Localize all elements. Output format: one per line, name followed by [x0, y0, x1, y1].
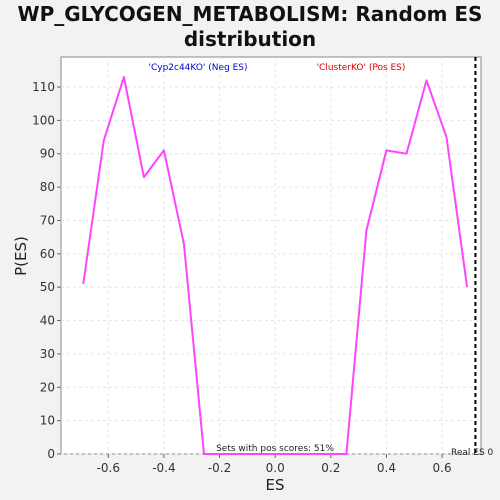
- chart-title: WP_GLYCOGEN_METABOLISM: Random ES distri…: [0, 2, 500, 52]
- random-es-series-line: [82, 76, 469, 455]
- chart-title-line2: distribution: [183, 27, 317, 51]
- y-tick-label: 50: [40, 280, 55, 294]
- y-axis-label: P(ES): [12, 236, 30, 276]
- y-tick-label: 90: [40, 147, 55, 161]
- x-tick-label: -0.2: [208, 461, 231, 475]
- grid-lines: [61, 57, 481, 455]
- y-tick-label: 10: [40, 414, 55, 428]
- y-tick-label: 40: [40, 314, 55, 328]
- y-tick-label: 110: [32, 80, 55, 94]
- y-tick-label: 80: [40, 180, 55, 194]
- x-tick-label: 0.0: [266, 461, 285, 475]
- x-tick-label: 0.2: [321, 461, 340, 475]
- pos-es-label: 'ClusterKO' (Pos ES): [317, 63, 406, 73]
- pos-scores-note: Sets with pos scores: 51%: [216, 444, 334, 454]
- x-axis-label: ES: [266, 476, 285, 494]
- x-tick-label: 0.4: [377, 461, 396, 475]
- x-tick-label: -0.4: [152, 461, 175, 475]
- y-tick-label: 60: [40, 247, 55, 261]
- y-tick-label: 70: [40, 213, 55, 227]
- real-es-label: Real ES 0: [451, 448, 494, 458]
- y-tick-label: 20: [40, 380, 55, 394]
- x-tick-label: -0.6: [97, 461, 120, 475]
- y-tick-label: 0: [47, 447, 55, 461]
- neg-es-label: 'Cyp2c44KO' (Neg ES): [148, 63, 247, 73]
- plot-area: [60, 56, 482, 455]
- axis-ticks: 0 10 20 30 40 50 60 70 80 90 100 110 -0.6 -0.4 -0.2 0.0…: [32, 80, 452, 475]
- y-tick-label: 100: [32, 113, 55, 127]
- y-tick-label: 30: [40, 347, 55, 361]
- chart-title-line1: WP_GLYCOGEN_METABOLISM: Random ES: [17, 2, 483, 26]
- x-tick-label: 0.6: [433, 461, 452, 475]
